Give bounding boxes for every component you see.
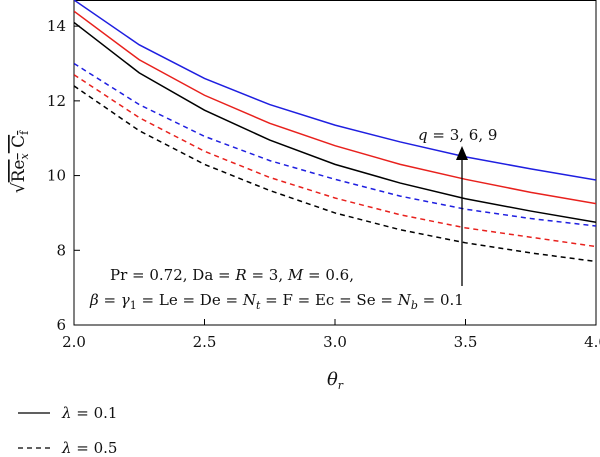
y-tick-label: 10 — [47, 167, 66, 185]
text-part: f — [18, 130, 31, 135]
text-part: x — [18, 153, 31, 160]
text-part: M — [287, 266, 304, 284]
annotation: β = γ1 = Le = De = Nt = F = Ec = Se = Nb… — [89, 291, 464, 312]
series-line — [74, 21, 596, 224]
y-tick-label: 12 — [47, 92, 66, 110]
series-line — [74, 62, 596, 227]
text-part: = 3, 6, 9 — [428, 126, 498, 144]
y-axis-label: √Rex Cf — [9, 130, 31, 193]
text-part: = F = Ec = Se = — [260, 291, 397, 309]
text-part: N — [242, 291, 257, 309]
text-part: β — [89, 291, 99, 309]
text-part: q — [418, 126, 428, 144]
text-part: t — [256, 299, 261, 312]
legend-label: λ = 0.5 — [61, 439, 117, 457]
text-part: r — [338, 379, 344, 392]
text-part: b — [411, 299, 418, 312]
x-axis-label: θr — [327, 369, 344, 392]
text-part: λ — [61, 439, 72, 457]
text-part: 1 — [130, 299, 137, 312]
plot-lines — [74, 0, 596, 263]
arrow-head — [456, 146, 468, 160]
text-part: = 0.1 — [72, 404, 118, 422]
y-tick-label: 14 — [47, 17, 66, 35]
series-line — [74, 74, 596, 248]
x-tick-label: 2.5 — [193, 333, 217, 351]
legend-label: λ = 0.1 — [61, 404, 117, 422]
text-part: Pr = 0.72, Da = — [110, 266, 235, 284]
series-line — [74, 10, 596, 205]
x-tick-label: 3.0 — [323, 333, 347, 351]
text-part: = 0.6, — [303, 266, 354, 284]
annotation: q = 3, 6, 9 — [418, 126, 497, 144]
text-part: N — [397, 291, 412, 309]
text-part: = 3, — [247, 266, 288, 284]
text-part: Re — [9, 160, 29, 183]
series-line — [74, 0, 596, 181]
annotation: Pr = 0.72, Da = R = 3, M = 0.6, — [110, 266, 354, 284]
series-line — [74, 85, 596, 263]
text-part: C — [9, 135, 29, 153]
y-tick-label: 8 — [56, 241, 66, 259]
text-part: = 0.5 — [72, 439, 118, 457]
x-tick-label: 4.0 — [584, 333, 600, 351]
text-part: √ — [9, 182, 29, 193]
text-part: θ — [327, 369, 338, 390]
text-part: = 0.1 — [418, 291, 464, 309]
text-part: R — [234, 266, 246, 284]
x-tick-label: 3.5 — [454, 333, 478, 351]
text-part: = — [99, 291, 121, 309]
text-part: λ — [61, 404, 72, 422]
text-part: = Le = De = — [137, 291, 243, 309]
y-tick-label: 6 — [56, 316, 66, 334]
x-tick-label: 2.0 — [62, 333, 86, 351]
text-part: γ — [121, 291, 130, 309]
